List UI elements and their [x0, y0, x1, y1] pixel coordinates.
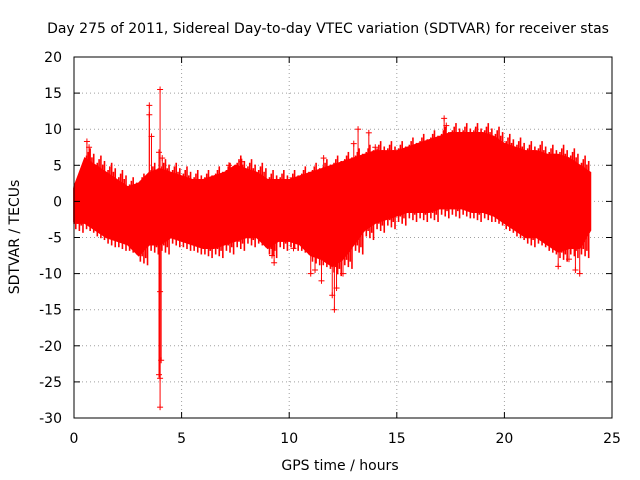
y-tick-label: -30 — [39, 411, 62, 427]
y-tick-label: 15 — [44, 86, 62, 102]
y-tick-label: -20 — [39, 339, 62, 355]
y-tick-label: 5 — [53, 158, 62, 174]
y-tick-label: 10 — [44, 122, 62, 138]
x-tick-label: 0 — [70, 431, 79, 447]
y-tick-label: 0 — [53, 194, 62, 210]
y-tick-label: 20 — [44, 50, 62, 66]
x-tick-label: 10 — [280, 431, 298, 447]
x-tick-label: 5 — [177, 431, 186, 447]
y-axis-title: SDTVAR / TECUs — [7, 180, 23, 295]
y-tick-label: -10 — [39, 267, 62, 283]
x-tick-label: 20 — [495, 431, 513, 447]
x-tick-label: 25 — [603, 431, 621, 447]
x-tick-label: 15 — [388, 431, 406, 447]
y-tick-label: -15 — [39, 303, 62, 319]
y-tick-label: -25 — [39, 375, 62, 391]
chart-title: Day 275 of 2011, Sidereal Day-to-day VTE… — [47, 21, 609, 37]
x-axis-title: GPS time / hours — [281, 458, 398, 474]
y-tick-label: -5 — [48, 231, 62, 247]
ticks: 0 5 10 15 20 25 -30 -25 -20 -15 -10 -5 0 5 10 15 20 — [39, 50, 621, 447]
data-layer — [73, 86, 592, 411]
